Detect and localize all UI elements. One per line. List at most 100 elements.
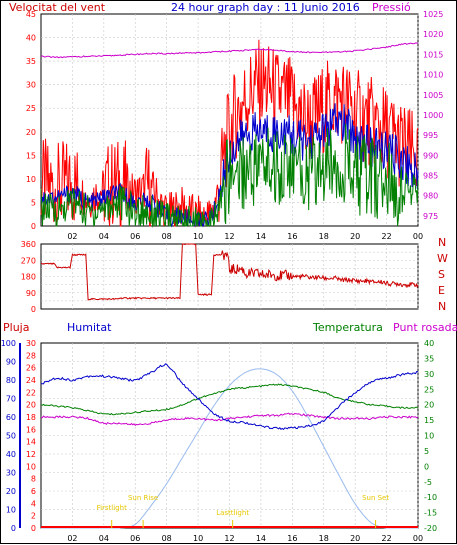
temperature-series: [40, 383, 419, 416]
rain-y-tick-label: 12: [26, 450, 36, 459]
temperature-y-tick-label: -10: [424, 493, 437, 502]
weather-x-tick-label: 08: [162, 534, 172, 543]
rain-y-tick-label: 18: [26, 413, 36, 422]
wind-x-tick-label: 02: [67, 232, 77, 241]
rain-y-tick-label: 24: [26, 376, 36, 385]
direction-label-n-top: N: [438, 236, 447, 249]
temperature-y-tick-label: 35: [424, 354, 434, 363]
temperature-y-tick-label: 10: [424, 432, 434, 441]
wind-x-tick-label: 12: [224, 232, 234, 241]
wind-min-series: [40, 123, 419, 228]
weather-x-tick-label: 22: [381, 534, 391, 543]
direction-label-s: S: [438, 268, 445, 281]
wind-y-tick-label: 10: [26, 175, 36, 184]
rain-y-tick-label: 20: [26, 401, 36, 410]
weather-x-tick-label: 04: [99, 534, 109, 543]
sun-rise-label: Sun Rise: [128, 494, 158, 502]
weather-x-tick-label: 00: [413, 534, 423, 543]
sun-last-label: Lasttlight: [216, 509, 249, 517]
pressure-y-tick-label: 1025: [423, 10, 443, 19]
pressure-y-tick-label: 975: [423, 212, 438, 221]
humidity-y-tick-label: 50: [6, 432, 16, 441]
rain-y-tick-label: 2: [31, 512, 36, 521]
rain-y-tick-label: 0: [31, 524, 36, 533]
sun-set-label: Sun Set: [362, 494, 389, 502]
pressure-y-tick-label: 1015: [423, 50, 443, 59]
weather-x-tick-label: 02: [67, 534, 77, 543]
wind-direction-series: [40, 243, 419, 301]
weather-x-tick-label: 20: [350, 534, 360, 543]
wind-y-tick-label: 0: [31, 222, 36, 231]
rain-y-tick-label: 8: [31, 475, 36, 484]
pressure-y-tick-label: 985: [423, 172, 438, 181]
humidity-y-tick-label: 80: [6, 376, 16, 385]
rain-y-tick-label: 14: [26, 438, 36, 447]
humidity-y-tick-label: 70: [6, 395, 16, 404]
direction-y-tick-label: 270: [21, 256, 36, 265]
weather-x-tick-label: 12: [224, 534, 234, 543]
wind-x-tick-label: 20: [350, 232, 360, 241]
direction-y-tick-label: 180: [21, 273, 36, 282]
wind-y-tick-label: 30: [26, 81, 36, 90]
wind-y-tick-label: 5: [31, 198, 36, 207]
wind-x-tick-label: 06: [130, 232, 140, 241]
rain-y-tick-label: 10: [26, 462, 36, 471]
humidity-y-tick-label: 40: [6, 450, 16, 459]
weather-x-tick-label: 10: [193, 534, 203, 543]
direction-y-tick-label: 0: [31, 305, 36, 314]
rain-y-tick-label: 22: [26, 388, 36, 397]
wind-x-tick-label: 18: [319, 232, 329, 241]
dewpoint-series: [40, 412, 419, 426]
direction-label-e: E: [438, 284, 445, 297]
wind-speed-title: Velocitat del vent: [9, 1, 106, 14]
pressure-series: [40, 42, 419, 59]
temperature-y-tick-label: 0: [424, 462, 429, 471]
pressure-y-tick-label: 1020: [423, 30, 443, 39]
rain-y-tick-label: 6: [31, 487, 36, 496]
direction-y-tick-label: 360: [21, 240, 36, 249]
temperature-y-tick-label: -20: [424, 524, 437, 533]
pressure-y-tick-label: 1000: [423, 111, 443, 120]
humidity-y-tick-label: 90: [6, 358, 16, 367]
humidity-y-tick-label: 60: [6, 413, 16, 422]
wind-y-tick-label: 45: [26, 10, 36, 19]
humidity-y-tick-label: 0: [11, 524, 16, 533]
pressure-y-tick-label: 990: [423, 151, 438, 160]
wind-x-tick-label: 10: [193, 232, 203, 241]
weather-x-tick-label: 18: [319, 534, 329, 543]
wind-y-tick-label: 20: [26, 128, 36, 137]
humidity-label: Humitat: [67, 321, 112, 334]
rain-label: Pluja: [3, 321, 30, 334]
rain-y-tick-label: 28: [26, 351, 36, 360]
pressure-y-tick-label: 995: [423, 131, 438, 140]
wind-y-tick-label: 40: [26, 34, 36, 43]
wind-y-tick-label: 35: [26, 57, 36, 66]
wind-x-tick-label: 08: [162, 232, 172, 241]
wind-y-tick-label: 25: [26, 104, 36, 113]
wind-y-tick-label: 15: [26, 151, 36, 160]
temperature-y-tick-label: 5: [424, 447, 429, 456]
temperature-y-tick-label: 40: [424, 339, 434, 348]
rain-y-tick-label: 26: [26, 364, 36, 373]
pressure-title: Pressió: [372, 1, 411, 14]
pressure-y-tick-label: 980: [423, 192, 438, 201]
humidity-y-tick-label: 30: [6, 469, 16, 478]
temperature-y-tick-label: 15: [424, 416, 434, 425]
humidity-y-tick-label: 20: [6, 487, 16, 496]
temperature-label: Temperatura: [313, 321, 383, 334]
rain-y-tick-label: 4: [31, 499, 36, 508]
wind-x-tick-label: 16: [287, 232, 297, 241]
temperature-y-tick-label: 25: [424, 385, 434, 394]
rain-y-tick-label: 30: [26, 339, 36, 348]
weather-x-tick-label: 06: [130, 534, 140, 543]
rain-y-tick-label: 16: [26, 425, 36, 434]
dewpoint-label: Punt rosada: [393, 321, 457, 334]
pressure-y-tick-label: 1010: [423, 71, 443, 80]
page-title: 24 hour graph day : 11 Junio 2016: [171, 1, 360, 14]
humidity-series: [40, 363, 419, 431]
temperature-y-tick-label: 20: [424, 401, 434, 410]
sun-first-label: Firstlight: [97, 504, 128, 512]
temperature-y-tick-label: 30: [424, 370, 434, 379]
